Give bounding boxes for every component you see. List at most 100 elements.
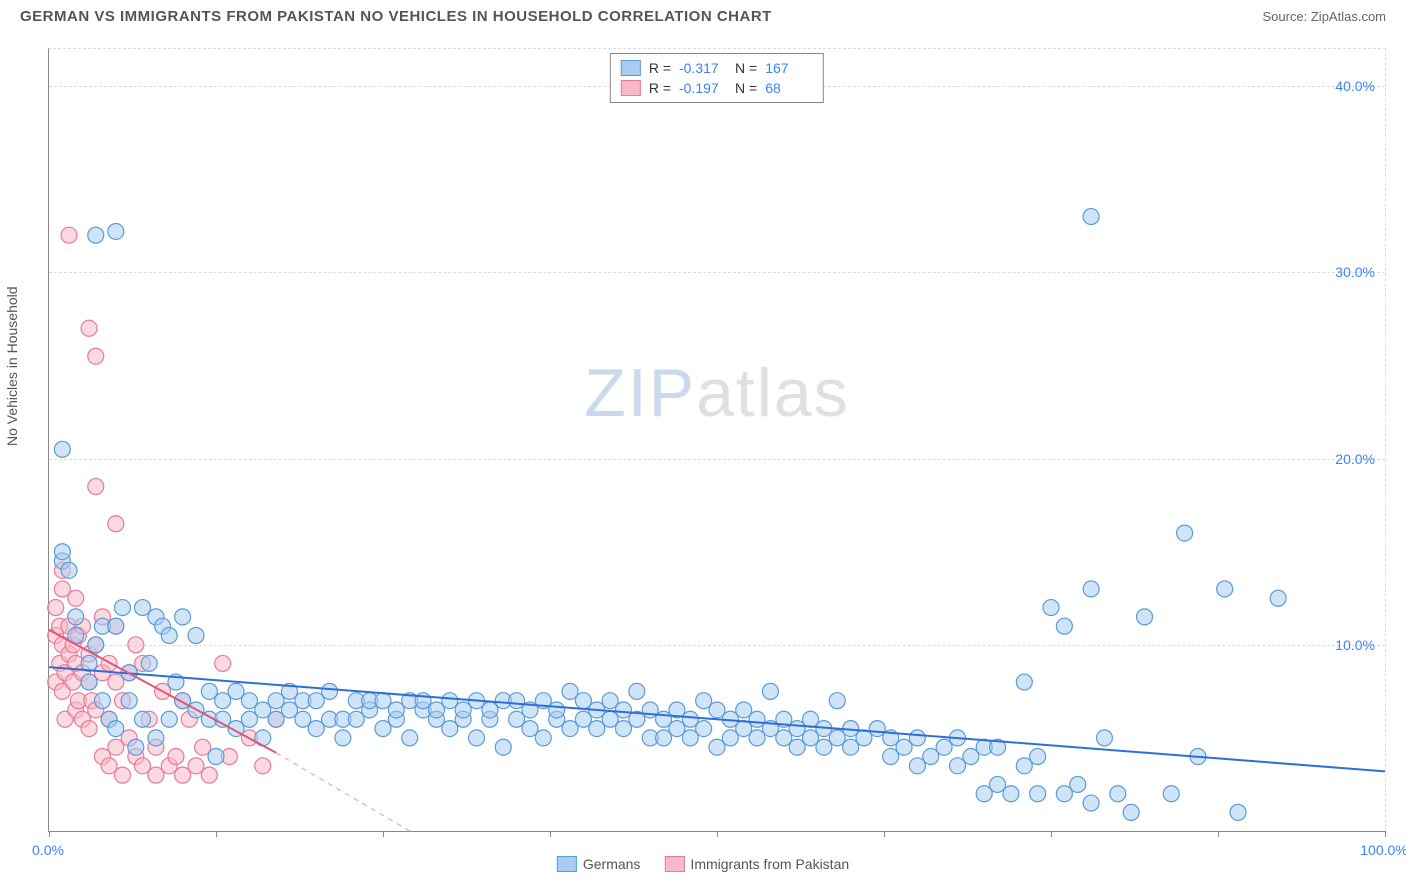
scatter-point — [215, 655, 231, 671]
scatter-point — [141, 655, 157, 671]
scatter-point — [1056, 618, 1072, 634]
scatter-point — [94, 693, 110, 709]
scatter-point — [88, 227, 104, 243]
scatter-point — [68, 609, 84, 625]
scatter-point — [128, 637, 144, 653]
scatter-point — [1083, 795, 1099, 811]
scatter-point — [241, 693, 257, 709]
scatter-point — [114, 600, 130, 616]
n-value-germans: 167 — [765, 60, 813, 76]
scatter-point — [148, 730, 164, 746]
scatter-point — [602, 711, 618, 727]
chart-header: GERMAN VS IMMIGRANTS FROM PAKISTAN NO VE… — [0, 0, 1406, 29]
x-tick — [550, 831, 551, 837]
scatter-point — [990, 776, 1006, 792]
scatter-point — [228, 683, 244, 699]
scatter-point — [896, 739, 912, 755]
scatter-point — [268, 711, 284, 727]
scatter-svg — [49, 49, 1385, 831]
scatter-point — [101, 758, 117, 774]
scatter-point — [963, 749, 979, 765]
scatter-point — [88, 637, 104, 653]
scatter-point — [749, 711, 765, 727]
scatter-point — [1070, 776, 1086, 792]
chart-plot-area: ZIPatlas R = -0.317 N = 167 R = -0.197 N… — [48, 48, 1386, 832]
scatter-point — [114, 767, 130, 783]
scatter-point — [629, 683, 645, 699]
scatter-point — [856, 730, 872, 746]
scatter-point — [509, 711, 525, 727]
scatter-point — [188, 628, 204, 644]
chart-source: Source: ZipAtlas.com — [1262, 9, 1386, 24]
x-tick — [1218, 831, 1219, 837]
scatter-point — [322, 683, 338, 699]
scatter-point — [495, 739, 511, 755]
scatter-point — [428, 702, 444, 718]
scatter-point — [1230, 804, 1246, 820]
scatter-point — [776, 730, 792, 746]
scatter-point — [54, 441, 70, 457]
x-tick — [1385, 831, 1386, 837]
scatter-point — [589, 721, 605, 737]
scatter-point — [909, 730, 925, 746]
scatter-point — [1110, 786, 1126, 802]
scatter-point — [656, 730, 672, 746]
scatter-point — [562, 683, 578, 699]
swatch-pakistan-icon — [664, 856, 684, 872]
scatter-point — [81, 674, 97, 690]
scatter-point — [135, 758, 151, 774]
scatter-point — [816, 739, 832, 755]
scatter-point — [976, 786, 992, 802]
scatter-point — [1163, 786, 1179, 802]
x-tick — [1051, 831, 1052, 837]
scatter-point — [255, 758, 271, 774]
legend-item-germans: Germans — [557, 856, 641, 872]
scatter-point — [108, 674, 124, 690]
scatter-point — [1137, 609, 1153, 625]
scatter-point — [762, 683, 778, 699]
scatter-point — [562, 721, 578, 737]
scatter-point — [535, 730, 551, 746]
scatter-point — [1003, 786, 1019, 802]
scatter-point — [736, 721, 752, 737]
scatter-point — [308, 721, 324, 737]
scatter-point — [869, 721, 885, 737]
scatter-point — [121, 693, 137, 709]
r-label: R = — [649, 80, 671, 96]
legend-item-pakistan: Immigrants from Pakistan — [664, 856, 849, 872]
scatter-point — [442, 721, 458, 737]
scatter-point — [455, 702, 471, 718]
scatter-point — [1030, 749, 1046, 765]
scatter-point — [843, 739, 859, 755]
scatter-point — [682, 711, 698, 727]
scatter-point — [175, 767, 191, 783]
bottom-legend: Germans Immigrants from Pakistan — [557, 856, 849, 872]
x-max-label: 100.0% — [1360, 842, 1406, 858]
scatter-point — [61, 227, 77, 243]
scatter-point — [88, 479, 104, 495]
scatter-point — [188, 758, 204, 774]
scatter-point — [108, 721, 124, 737]
x-tick — [717, 831, 718, 837]
scatter-point — [482, 702, 498, 718]
scatter-point — [308, 693, 324, 709]
scatter-point — [789, 739, 805, 755]
scatter-point — [1217, 581, 1233, 597]
scatter-point — [1177, 525, 1193, 541]
scatter-point — [803, 730, 819, 746]
scatter-point — [923, 749, 939, 765]
scatter-point — [402, 730, 418, 746]
scatter-point — [936, 739, 952, 755]
scatter-point — [615, 721, 631, 737]
scatter-point — [148, 767, 164, 783]
scatter-point — [388, 702, 404, 718]
scatter-point — [709, 702, 725, 718]
correlation-stats-box: R = -0.317 N = 167 R = -0.197 N = 68 — [610, 53, 824, 103]
scatter-point — [722, 730, 738, 746]
scatter-point — [615, 702, 631, 718]
scatter-point — [829, 693, 845, 709]
scatter-point — [829, 730, 845, 746]
scatter-point — [54, 581, 70, 597]
scatter-point — [1043, 600, 1059, 616]
legend-label-germans: Germans — [583, 856, 641, 872]
